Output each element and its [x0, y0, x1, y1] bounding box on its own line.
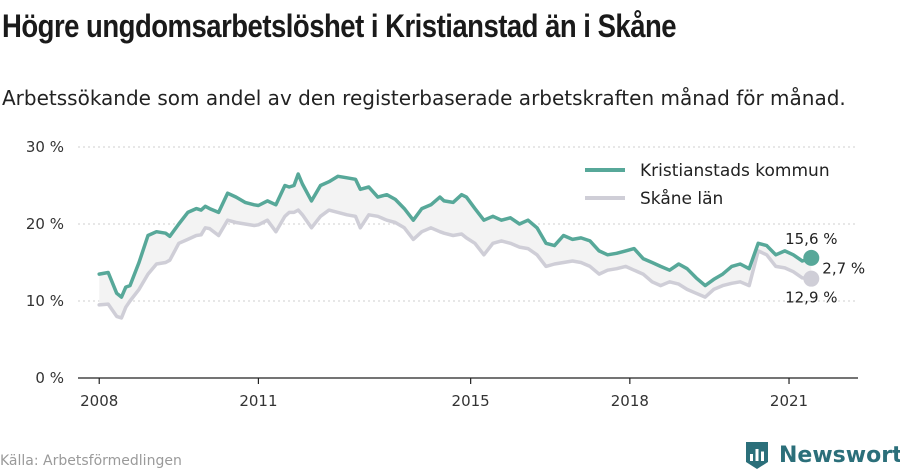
difference-label: 2,7 % — [822, 259, 865, 277]
x-tick-label: 2015 — [452, 392, 490, 410]
x-tick-label: 2021 — [770, 392, 808, 410]
brand-logo: Newsworthy — [744, 440, 900, 470]
newsworthy-logo-icon — [746, 442, 768, 469]
x-tick-label: 2018 — [611, 392, 649, 410]
end-label-skane-lan: 12,9 % — [785, 289, 837, 307]
legend-label: Kristianstads kommun — [640, 161, 830, 181]
series-line-skane-lan — [97, 208, 814, 320]
chart-subtitle: Arbetssökande som andel av den registerb… — [2, 86, 846, 110]
legend-label: Skåne län — [640, 188, 723, 209]
y-tick-label: 0 % — [35, 369, 64, 387]
source-note: Källa: Arbetsförmedlingen — [0, 453, 182, 469]
y-tick-label: 30 % — [26, 138, 64, 156]
chart-title: Högre ungdomsarbetslöshet i Kristianstad… — [2, 8, 677, 44]
brand-name: Newsworthy — [779, 442, 900, 468]
series-line-kristianstad — [97, 172, 814, 299]
x-tick-label: 2008 — [80, 392, 118, 410]
y-tick-label: 20 % — [26, 215, 64, 233]
y-tick-label: 10 % — [26, 292, 64, 310]
gap-band — [99, 174, 812, 318]
end-point-kristianstad — [803, 249, 820, 266]
x-tick-label: 2011 — [239, 392, 277, 410]
end-point-skane-lan — [803, 270, 820, 287]
end-label-kristianstad: 15,6 % — [785, 230, 837, 248]
